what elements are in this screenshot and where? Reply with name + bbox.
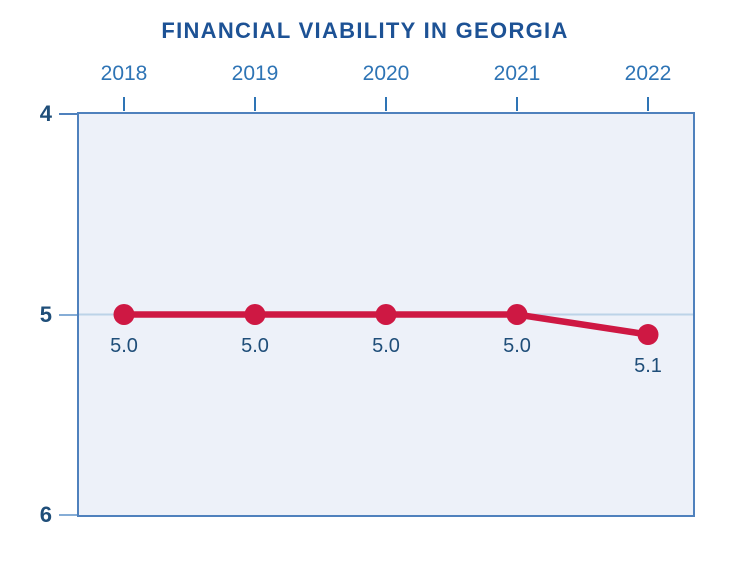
y-axis-tick bbox=[59, 313, 77, 316]
x-tick-label: 2021 bbox=[493, 62, 541, 85]
plot-svg bbox=[79, 304, 693, 346]
x-axis-tick bbox=[123, 97, 125, 111]
data-point-label: 5.0 bbox=[372, 334, 400, 357]
y-tick-label: 4 bbox=[39, 101, 52, 126]
y-axis-tick bbox=[59, 514, 77, 516]
data-point-label: 5.1 bbox=[634, 354, 662, 377]
y-tick-label: 5 bbox=[39, 301, 52, 327]
x-axis-tick bbox=[254, 97, 256, 111]
data-point-marker bbox=[506, 304, 528, 325]
data-point-marker bbox=[637, 324, 659, 346]
x-axis-tick bbox=[647, 97, 649, 111]
data-point-marker bbox=[244, 304, 266, 325]
x-tick-label: 2020 bbox=[362, 62, 410, 85]
chart-title: FINANCIAL VIABILITY IN GEORGIA bbox=[161, 18, 569, 43]
x-tick-label: 2018 bbox=[100, 62, 148, 85]
data-point-marker bbox=[113, 304, 135, 325]
x-tick-label: 2022 bbox=[624, 62, 672, 85]
data-point-label: 5.0 bbox=[241, 334, 269, 357]
data-point-label: 5.0 bbox=[503, 334, 531, 357]
y-tick-label: 6 bbox=[39, 502, 52, 527]
data-point-marker bbox=[375, 304, 397, 325]
x-axis-tick bbox=[516, 97, 518, 111]
x-tick-label: 2019 bbox=[231, 62, 279, 85]
x-axis-tick bbox=[385, 97, 387, 111]
data-point-label: 5.0 bbox=[110, 334, 138, 357]
y-axis-tick bbox=[59, 113, 77, 115]
